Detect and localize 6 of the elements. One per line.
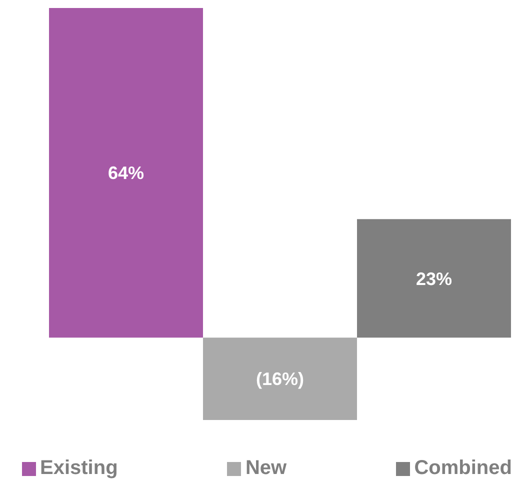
legend-label: Existing — [40, 457, 118, 479]
data-label: 64% — [108, 163, 144, 184]
data-label: (16%) — [256, 369, 304, 390]
legend-label: Combined — [414, 457, 512, 479]
legend-label: New — [245, 457, 287, 479]
data-label: 23% — [416, 268, 452, 289]
